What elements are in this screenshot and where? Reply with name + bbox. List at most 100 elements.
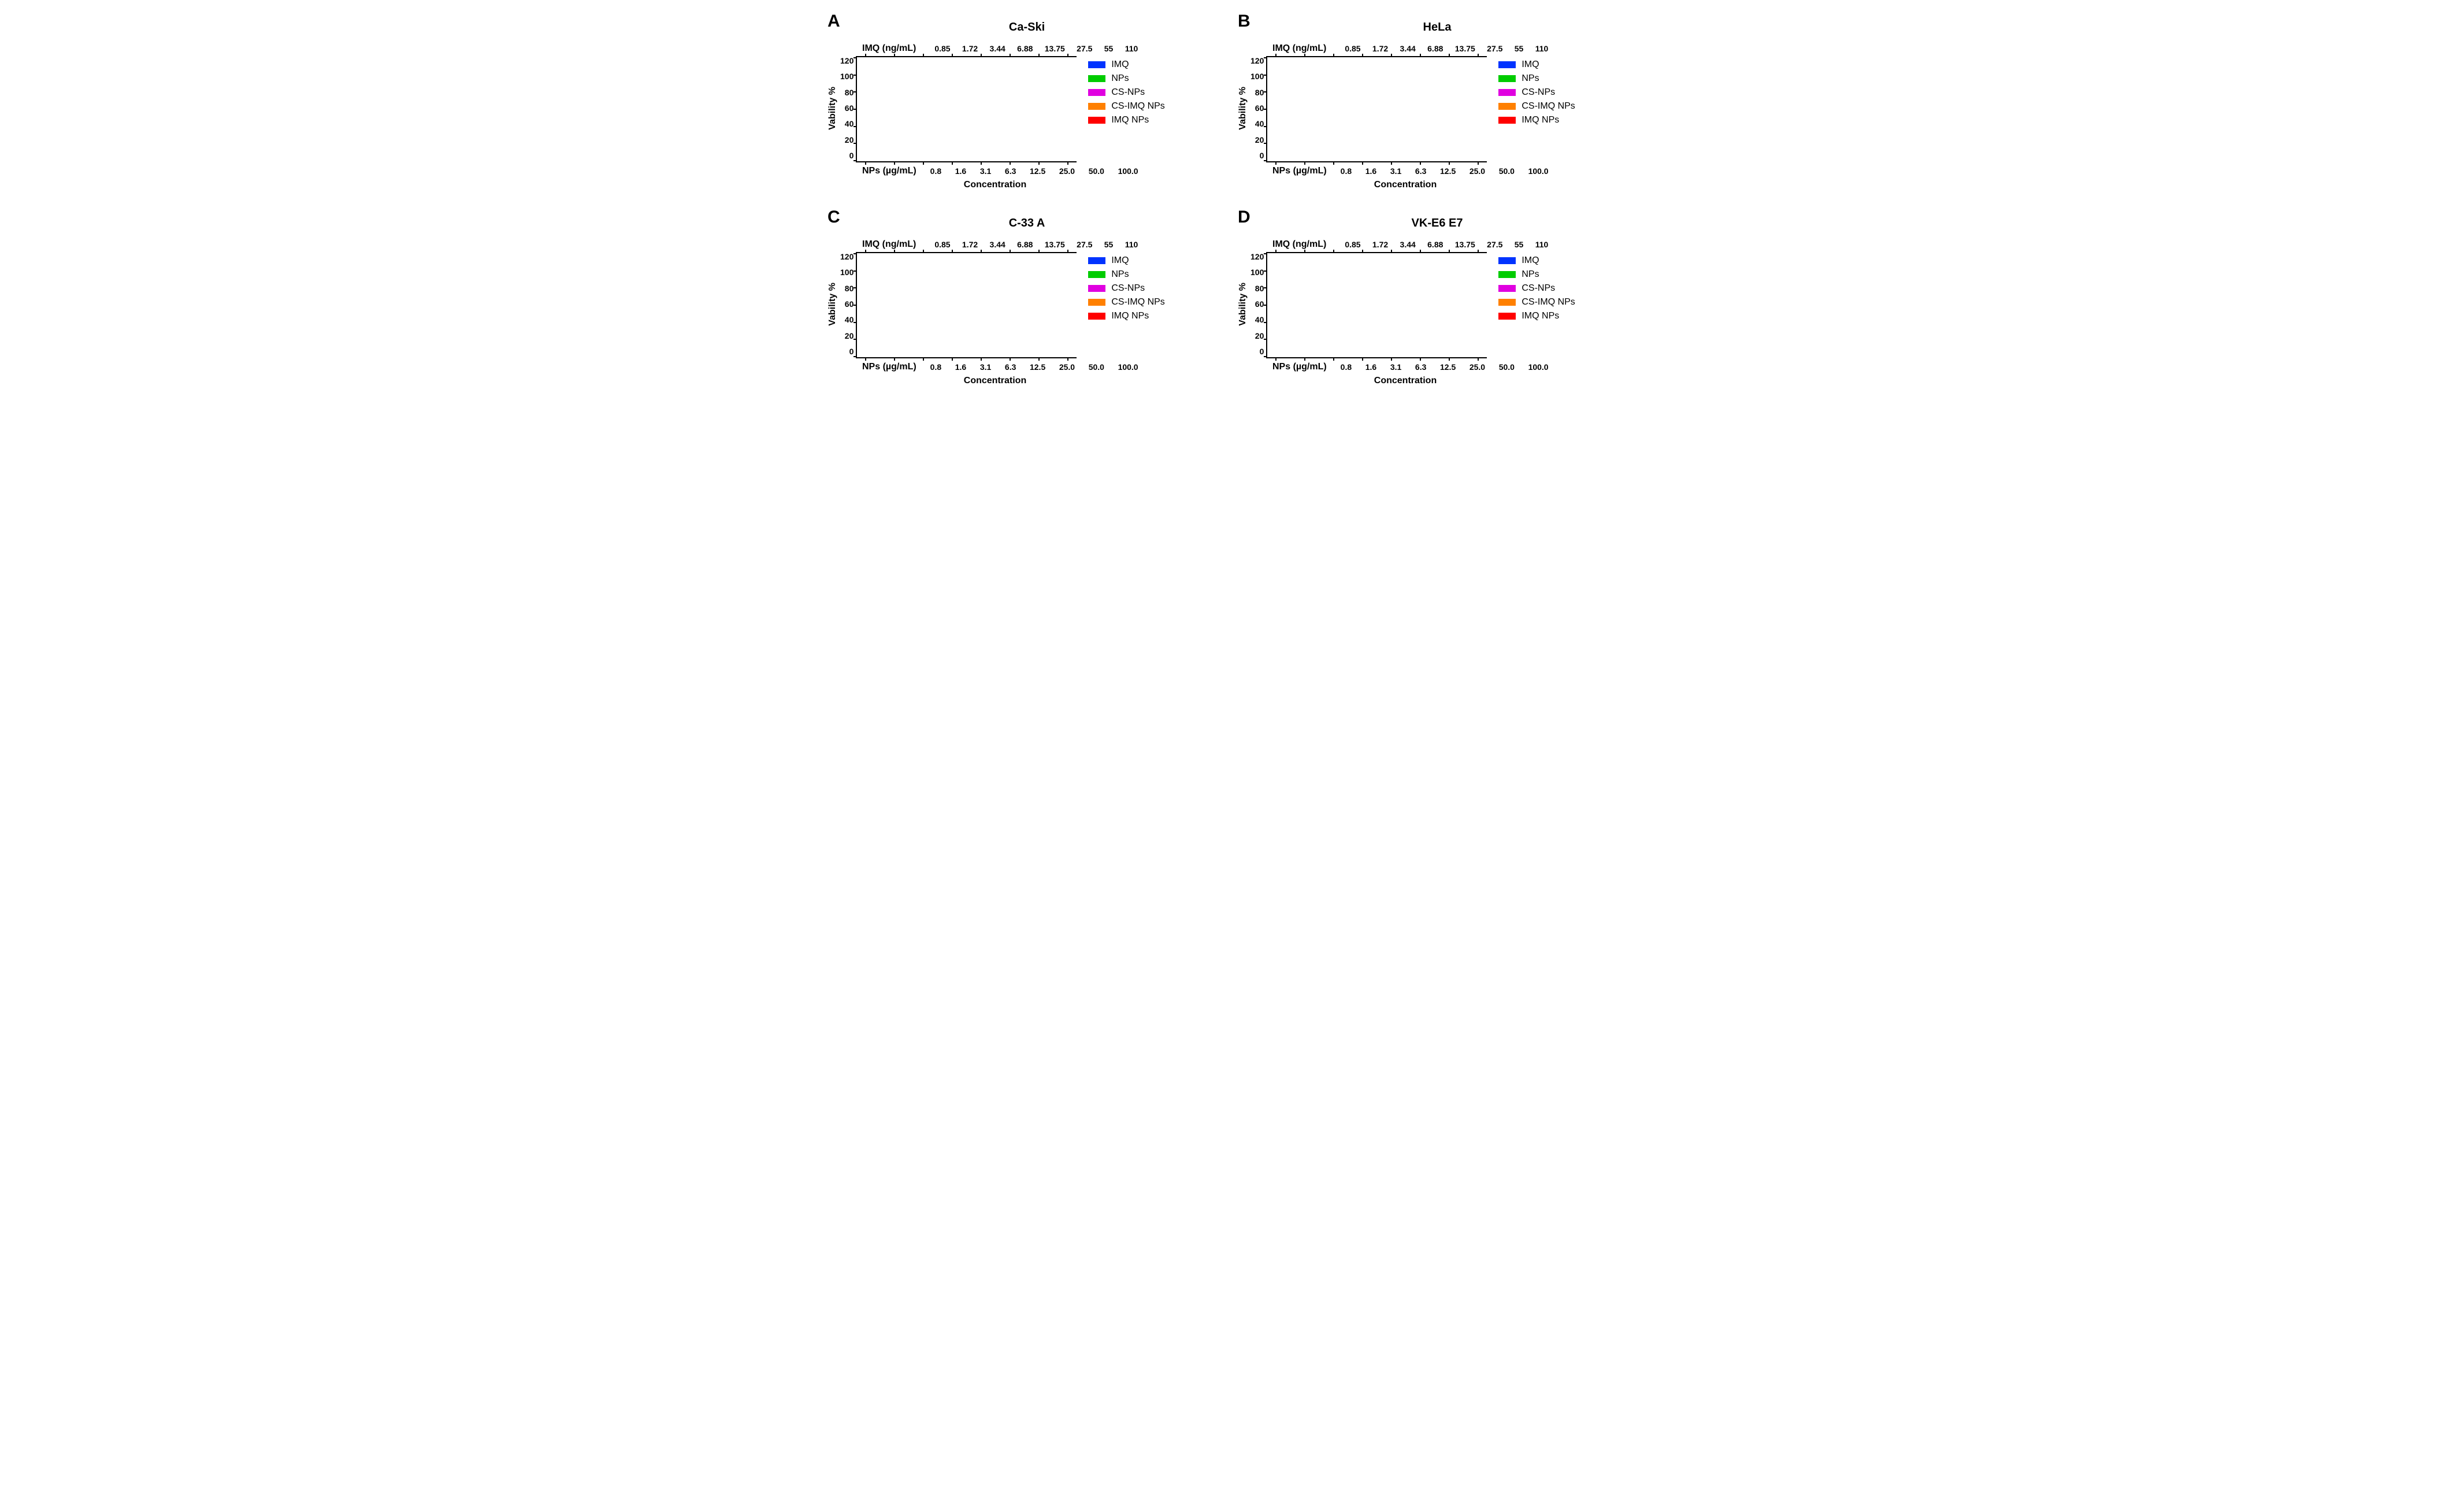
top-axis: IMQ (ng/mL)0.851.723.446.8813.7527.55511… [862, 239, 1226, 250]
y-tick: 40 [1250, 315, 1264, 324]
bottom-tick: 0.8 [1341, 362, 1352, 372]
legend-label: CS-NPs [1522, 283, 1555, 294]
top-tick: 13.75 [1455, 240, 1475, 249]
legend-item: IMQ [1088, 60, 1164, 70]
legend-item: CS-NPs [1088, 283, 1164, 294]
top-tick: 0.85 [934, 44, 950, 53]
panel-letter: D [1238, 207, 1250, 227]
top-tick: 27.5 [1487, 240, 1502, 249]
tick-mark [952, 161, 953, 165]
legend-item: CS-NPs [1498, 87, 1575, 98]
tick-mark [923, 161, 924, 165]
panel-title: C-33 A [827, 217, 1226, 230]
bottom-tick: 50.0 [1089, 166, 1104, 176]
legend-label: NPs [1522, 73, 1539, 84]
legend-swatch [1498, 89, 1516, 96]
plot-block: Vability %120100806040200IMQNPsCS-NPsCS-… [827, 56, 1226, 162]
top-tick: 27.5 [1077, 240, 1092, 249]
top-tick: 6.88 [1017, 240, 1033, 249]
bottom-axis-label: NPs (µg/mL) [1272, 166, 1327, 176]
bottom-axis-ticks: 0.81.63.16.312.525.050.0100.0 [1341, 362, 1549, 372]
legend-label: CS-IMQ NPs [1111, 297, 1164, 307]
legend-label: IMQ NPs [1522, 115, 1559, 125]
y-tick: 0 [840, 347, 854, 356]
y-tick: 120 [1250, 252, 1264, 261]
legend-swatch [1088, 285, 1105, 292]
bottom-tick: 25.0 [1059, 362, 1075, 372]
top-tick: 1.72 [962, 240, 978, 249]
bottom-tick: 6.3 [1415, 166, 1426, 176]
legend-swatch [1088, 103, 1105, 110]
legend-swatch [1088, 299, 1105, 306]
tick-mark [865, 161, 866, 165]
y-tick: 80 [840, 284, 854, 293]
top-axis-label: IMQ (ng/mL) [1272, 43, 1326, 54]
legend-item: IMQ NPs [1498, 115, 1575, 125]
legend-label: IMQ NPs [1111, 311, 1149, 321]
panel-d: DVK-E6 E7IMQ (ng/mL)0.851.723.446.8813.7… [1238, 207, 1637, 403]
y-tick: 60 [1250, 299, 1264, 309]
tick-mark [1333, 357, 1334, 361]
bottom-axis-ticks: 0.81.63.16.312.525.050.0100.0 [930, 166, 1138, 176]
tick-mark [1038, 161, 1040, 165]
legend-swatch [1498, 271, 1516, 278]
panel-letter: A [827, 12, 840, 31]
legend-label: CS-NPs [1111, 87, 1145, 98]
bottom-tick: 3.1 [980, 166, 991, 176]
legend-label: IMQ NPs [1111, 115, 1149, 125]
top-tick: 110 [1125, 44, 1138, 53]
plot-block: Vability %120100806040200IMQNPsCS-NPsCS-… [827, 252, 1226, 358]
tick-mark [1038, 357, 1040, 361]
y-axis-title: Vability % [827, 87, 838, 130]
bottom-axis: NPs (µg/mL)0.81.63.16.312.525.050.0100.0 [1272, 362, 1637, 372]
x-axis-title: Concentration [1296, 376, 1515, 386]
bottom-tick: 3.1 [1390, 362, 1401, 372]
top-tick: 1.72 [1372, 44, 1388, 53]
bottom-tick: 50.0 [1499, 166, 1515, 176]
top-tick: 110 [1125, 240, 1138, 249]
bottom-tick: 6.3 [1005, 362, 1016, 372]
bars-container [1267, 253, 1487, 357]
top-axis-ticks: 0.851.723.446.8813.7527.555110 [934, 240, 1138, 249]
y-tick: 120 [840, 56, 854, 65]
top-axis-label: IMQ (ng/mL) [862, 43, 916, 54]
bottom-tick: 12.5 [1030, 166, 1045, 176]
tick-mark [1333, 161, 1334, 165]
plot-block: Vability %120100806040200IMQNPsCS-NPsCS-… [1238, 56, 1637, 162]
bottom-tick: 1.6 [955, 166, 966, 176]
top-axis-ticks: 0.851.723.446.8813.7527.555110 [1345, 240, 1548, 249]
bars-container [857, 57, 1077, 161]
y-tick: 120 [840, 252, 854, 261]
legend-swatch [1498, 299, 1516, 306]
legend-item: IMQ NPs [1088, 115, 1164, 125]
y-tick: 0 [1250, 347, 1264, 356]
top-tick: 0.85 [1345, 44, 1360, 53]
legend-item: CS-NPs [1498, 283, 1575, 294]
panel-c: CC-33 AIMQ (ng/mL)0.851.723.446.8813.752… [827, 207, 1226, 403]
y-tick: 0 [1250, 151, 1264, 160]
y-tick: 80 [840, 88, 854, 97]
y-tick: 40 [840, 119, 854, 128]
legend-item: IMQ [1498, 255, 1575, 266]
panel-a: ACa-SkiIMQ (ng/mL)0.851.723.446.8813.752… [827, 12, 1226, 207]
legend-label: IMQ NPs [1522, 311, 1559, 321]
top-tick: 110 [1535, 44, 1549, 53]
bottom-tick-marks [857, 357, 1077, 361]
bottom-tick: 0.8 [930, 166, 941, 176]
y-tick: 60 [840, 103, 854, 113]
bottom-tick: 25.0 [1470, 362, 1485, 372]
legend-label: CS-NPs [1522, 87, 1555, 98]
bottom-axis-ticks: 0.81.63.16.312.525.050.0100.0 [930, 362, 1138, 372]
top-axis-ticks: 0.851.723.446.8813.7527.555110 [1345, 44, 1548, 53]
row-top: ACa-SkiIMQ (ng/mL)0.851.723.446.8813.752… [827, 12, 1637, 207]
plot-block: Vability %120100806040200IMQNPsCS-NPsCS-… [1238, 252, 1637, 358]
bottom-tick: 12.5 [1440, 362, 1456, 372]
legend-label: NPs [1522, 269, 1539, 280]
legend-swatch [1088, 271, 1105, 278]
bottom-tick: 100.0 [1118, 166, 1138, 176]
y-tick: 20 [1250, 135, 1264, 144]
bottom-tick: 100.0 [1118, 362, 1138, 372]
y-axis: Vability %120100806040200 [827, 252, 856, 356]
top-tick: 1.72 [962, 44, 978, 53]
plot-area [1266, 252, 1487, 358]
